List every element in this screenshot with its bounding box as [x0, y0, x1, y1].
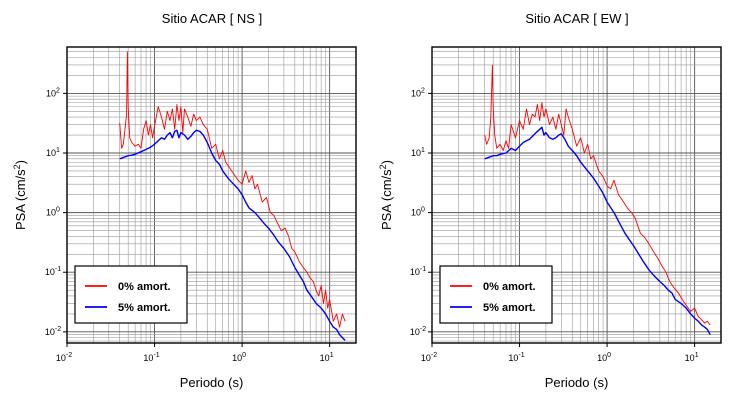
x-tick-label: 10-2: [56, 352, 72, 363]
x-tick-label: 100: [232, 352, 246, 363]
series-line-5-damping: [119, 129, 346, 341]
y-tick-label: 101: [411, 147, 425, 158]
y-tick-label: 101: [46, 147, 60, 158]
y-tick-label: 100: [411, 207, 425, 218]
legend: 0% amort. 5% amort.: [439, 265, 553, 324]
x-tick-label: 100: [597, 352, 611, 363]
series-group: [119, 51, 346, 341]
legend: 0% amort. 5% amort.: [74, 265, 188, 324]
grid: [431, 46, 722, 343]
chart-ew: Sitio ACAR [ EW ] 10-2 10-1 100 101 10-2 10-1…: [378, 11, 722, 390]
y-tick-label: 100: [46, 207, 60, 218]
x-tick-label: 101: [685, 352, 699, 363]
plot-frame: [66, 46, 357, 344]
y-tick-label: 10-2: [45, 326, 61, 337]
legend-box: [74, 265, 188, 324]
y-axis-label: PSA (cm/s2): [12, 160, 28, 230]
x-axis-label: Periodo (s): [180, 375, 244, 390]
chart-title: Sitio ACAR [ NS ]: [162, 11, 262, 26]
legend-box: [439, 265, 553, 324]
x-tick-label: 10-1: [508, 352, 524, 363]
x-tick-label: 10-2: [421, 352, 437, 363]
series-group: [484, 64, 711, 335]
x-tick-label: 10-1: [143, 352, 159, 363]
legend-label: 0% amort.: [483, 281, 536, 293]
y-tick-label: 102: [46, 87, 60, 98]
plot-frame: [431, 46, 722, 344]
y-tick-label: 10-2: [410, 326, 426, 337]
y-tick-label: 10-1: [45, 266, 61, 277]
chart-title: Sitio ACAR [ EW ]: [525, 11, 628, 26]
legend-label: 0% amort.: [118, 281, 171, 293]
series-line-5-damping: [484, 126, 711, 335]
x-tick-label: 101: [320, 352, 334, 363]
series-line-0-damping: [484, 64, 711, 326]
grid: [66, 46, 357, 343]
x-axis-label: Periodo (s): [545, 375, 609, 390]
legend-label: 5% amort.: [483, 302, 536, 314]
series-line-0-damping: [119, 51, 346, 328]
chart-ns: Sitio ACAR [ NS ] 10-2 10-1 100 101 10-2 10-1…: [12, 11, 357, 390]
y-tick-label: 10-1: [410, 266, 426, 277]
legend-label: 5% amort.: [118, 302, 171, 314]
y-tick-label: 102: [411, 87, 425, 98]
y-axis-label: PSA (cm/s2): [378, 160, 394, 230]
